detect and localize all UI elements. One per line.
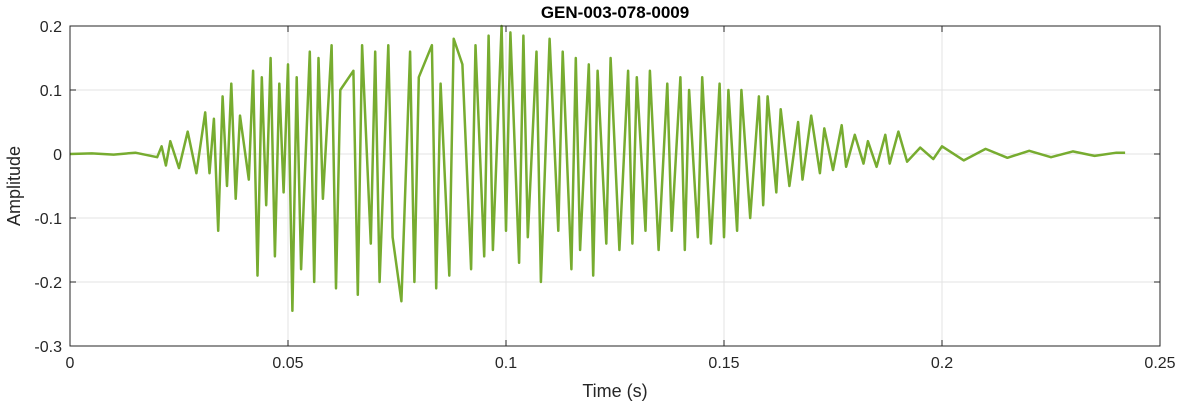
y-tick-label: 0 bbox=[53, 147, 62, 164]
y-tick-label: -0.1 bbox=[34, 211, 62, 228]
x-axis-label: Time (s) bbox=[582, 381, 647, 401]
y-tick-label: 0.2 bbox=[40, 19, 62, 36]
x-tick-label: 0.15 bbox=[708, 355, 739, 372]
plot-area bbox=[70, 26, 1160, 346]
y-axis-tick-labels: -0.3 -0.2 -0.1 0 0.1 0.2 bbox=[34, 19, 62, 356]
chart-title: GEN-003-078-0009 bbox=[541, 3, 689, 22]
plot-border bbox=[69, 25, 1161, 347]
x-tick-label: 0.05 bbox=[272, 355, 303, 372]
x-axis-tick-labels: 0 0.05 0.1 0.15 0.2 0.25 bbox=[66, 355, 1176, 372]
y-axis-label: Amplitude bbox=[4, 146, 24, 226]
y-tick-label: 0.1 bbox=[40, 83, 62, 100]
x-tick-label: 0 bbox=[66, 355, 75, 372]
waveform-line bbox=[69, 24, 1126, 313]
y-tick-label: -0.2 bbox=[34, 275, 62, 292]
x-tick-label: 0.25 bbox=[1144, 355, 1175, 372]
x-tick-label: 0.2 bbox=[931, 355, 953, 372]
x-tick-label: 0.1 bbox=[495, 355, 517, 372]
y-tick-label: -0.3 bbox=[34, 339, 62, 356]
series-layer bbox=[69, 24, 1126, 313]
